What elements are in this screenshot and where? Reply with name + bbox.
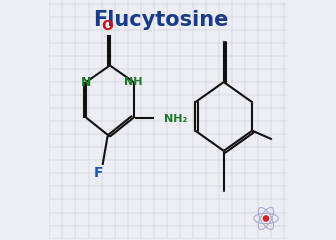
Circle shape xyxy=(263,215,269,222)
Circle shape xyxy=(223,191,224,192)
Text: Flucytosine: Flucytosine xyxy=(93,10,228,30)
Circle shape xyxy=(195,130,196,131)
Circle shape xyxy=(223,82,224,83)
Text: NH: NH xyxy=(124,77,143,87)
Text: F: F xyxy=(94,166,103,180)
Circle shape xyxy=(223,150,224,151)
Circle shape xyxy=(223,41,224,42)
Text: NH₂: NH₂ xyxy=(164,114,188,124)
Text: O: O xyxy=(101,19,114,33)
Circle shape xyxy=(252,130,253,131)
Text: N: N xyxy=(81,76,91,89)
Circle shape xyxy=(223,41,224,42)
